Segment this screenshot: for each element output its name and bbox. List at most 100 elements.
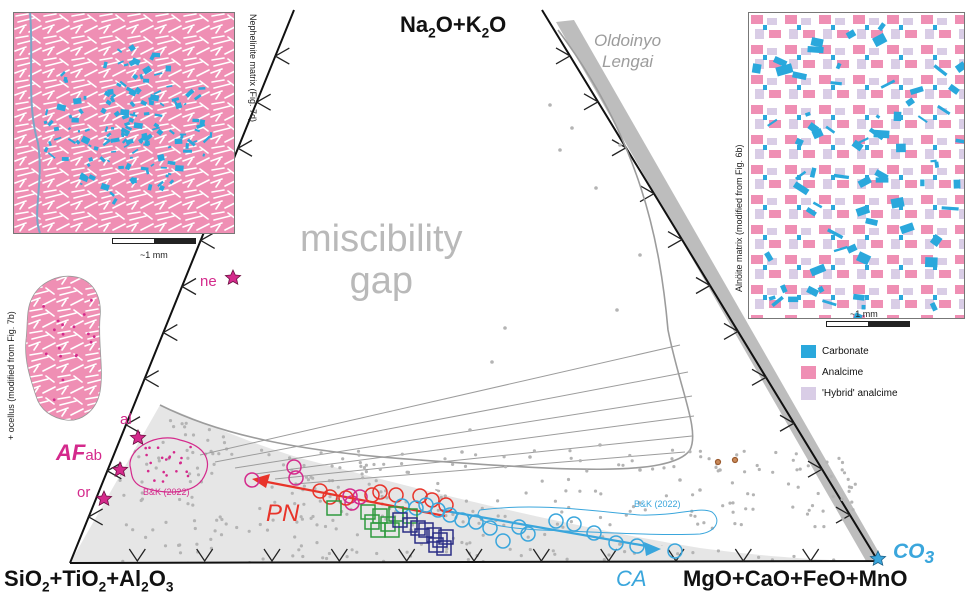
field-dot (563, 471, 567, 475)
scatter-dot (816, 491, 820, 496)
field-dot (640, 427, 644, 431)
carbonate-patch (833, 173, 850, 180)
carbonate-patch (149, 94, 160, 102)
field-dot (571, 422, 575, 426)
bk-dot (165, 474, 168, 477)
carbonate-patch (920, 179, 925, 187)
edge-tick (667, 231, 684, 249)
field-dot (859, 427, 863, 431)
scatter-dot (699, 455, 703, 459)
scatter-dot (698, 449, 703, 453)
scatter-dot (731, 501, 735, 505)
field-dot (261, 557, 265, 561)
carbonate-patch (160, 166, 167, 169)
field-dot (528, 547, 532, 552)
field-dot (180, 422, 184, 426)
bk-dot (180, 456, 183, 460)
field-dot (380, 436, 384, 440)
scatter-dot (621, 463, 625, 467)
field-dot (693, 409, 698, 413)
carbonate-patch (134, 86, 142, 94)
navy-squares (392, 512, 454, 556)
carbonate-patch (185, 88, 195, 98)
field-dot (145, 462, 149, 466)
field-dot (565, 557, 569, 561)
scatter-dot (842, 471, 847, 475)
carbonate-patch (209, 132, 213, 138)
field-dot (425, 416, 429, 420)
blue-circle (608, 535, 624, 551)
field-dot (468, 483, 472, 487)
field-dot (616, 400, 619, 403)
carbonate-patch (61, 157, 69, 162)
carbonate-patch (116, 48, 123, 54)
blue-circle (667, 543, 683, 559)
field-dot (701, 479, 705, 483)
carbonate-patch (788, 296, 799, 303)
scatter-dot (630, 459, 634, 463)
field-dot (632, 488, 636, 492)
carbonate-patch (167, 145, 172, 149)
carbonate-patch (909, 85, 924, 95)
carbonate-patch (131, 177, 137, 183)
scatter-dot (821, 509, 825, 513)
field-dot (732, 530, 736, 534)
scatter-dot (853, 482, 857, 486)
carbonate-patch (807, 122, 820, 134)
carbonate-patch (857, 137, 869, 145)
field-dot (196, 473, 201, 477)
field-dot (618, 542, 622, 546)
scatter-dot (739, 523, 743, 527)
field-dot (643, 417, 647, 421)
field-dot (157, 459, 161, 463)
carbonate-patch (780, 284, 788, 294)
bk-dot (153, 479, 156, 482)
field-dot (357, 405, 361, 406)
oldoinyo-line-1: Oldoinyo (594, 31, 662, 50)
navy-square (432, 532, 448, 548)
carbonate-patch (771, 295, 784, 307)
field-dot (220, 517, 224, 522)
field-dot (553, 495, 558, 499)
carbonate-patch (144, 140, 151, 146)
field-dot (514, 435, 518, 439)
field-dot (543, 532, 547, 537)
scatter-dot (460, 450, 464, 454)
scatter-dot (385, 496, 389, 500)
field-dot (137, 455, 141, 459)
field-dot (246, 405, 250, 408)
carbonate-patch (880, 79, 896, 89)
field-dot (306, 478, 310, 482)
field-dot (749, 427, 753, 431)
scatter-dot (405, 470, 409, 474)
bk-left-outline (129, 437, 209, 493)
field-dot (539, 483, 543, 487)
field-dot (573, 463, 578, 467)
carbonate-patch (929, 233, 943, 247)
field-dot (244, 399, 247, 402)
carbonate-patch (835, 62, 842, 70)
field-dot (839, 448, 844, 452)
field-dot (857, 490, 861, 494)
scatter-dot (791, 458, 795, 462)
field-dot (777, 466, 781, 470)
field-dot (293, 535, 297, 539)
field-dot (793, 455, 797, 459)
scatter-dot (743, 470, 747, 474)
scatter-dot (436, 508, 440, 512)
alnoite-matrix-image (748, 12, 965, 319)
carbonate-patch (167, 160, 176, 166)
field-dot (756, 446, 760, 450)
bk-dot (156, 446, 160, 450)
field-dot (451, 480, 455, 484)
carbonate-patch (153, 89, 162, 95)
field-dot (591, 439, 595, 443)
field-dot (270, 485, 274, 489)
ocellus-spot (82, 313, 86, 316)
field-dot (844, 429, 848, 433)
field-dot (178, 497, 182, 502)
red-circle (372, 484, 388, 500)
scatter-dot (378, 467, 382, 471)
ocellus-spot (61, 332, 65, 336)
red-circle (364, 487, 380, 503)
